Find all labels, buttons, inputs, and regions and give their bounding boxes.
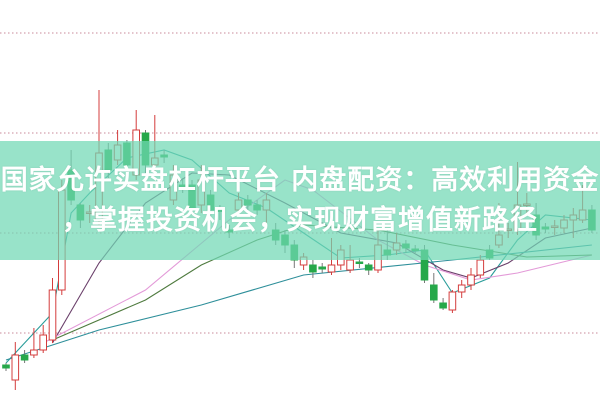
candle-body [346, 259, 354, 271]
candle [318, 263, 326, 273]
candle-body [309, 264, 317, 273]
banner-title-line-2: ，掌握投资机会，实现财富增值新路径 [62, 204, 538, 236]
candle [364, 263, 373, 275]
candle-body [39, 334, 48, 351]
candle-body [448, 291, 457, 311]
candle [430, 273, 438, 303]
candle-body [2, 364, 10, 369]
banner-title-line-1: 国家允许实盘杠杆平台 内盘配资：高效利用资金 [0, 164, 600, 196]
title-banner: 国家允许实盘杠杆平台 内盘配资：高效利用资金 ，掌握投资机会，实现财富增值新路径 [0, 141, 600, 260]
candle [439, 298, 447, 310]
candle-body [48, 289, 57, 341]
candle-body [457, 284, 466, 293]
candle [20, 350, 29, 363]
candle-body [439, 302, 447, 309]
candle-body [327, 264, 336, 273]
candle-body [30, 349, 38, 356]
candle-body [364, 264, 373, 271]
candle-body [20, 354, 29, 361]
candle-body [11, 354, 20, 381]
candle-body [318, 266, 326, 270]
candle [11, 342, 20, 390]
candle [448, 290, 457, 313]
moving-average-line [5, 244, 592, 361]
candle-body [476, 259, 485, 276]
candle-body [355, 261, 364, 264]
candle [309, 260, 317, 278]
candle-body [467, 274, 475, 286]
candle [467, 268, 475, 290]
candle-body [430, 284, 438, 301]
candle [457, 280, 466, 298]
candle [2, 363, 10, 371]
candle [48, 278, 57, 343]
candle [30, 328, 38, 358]
candle [39, 325, 48, 353]
